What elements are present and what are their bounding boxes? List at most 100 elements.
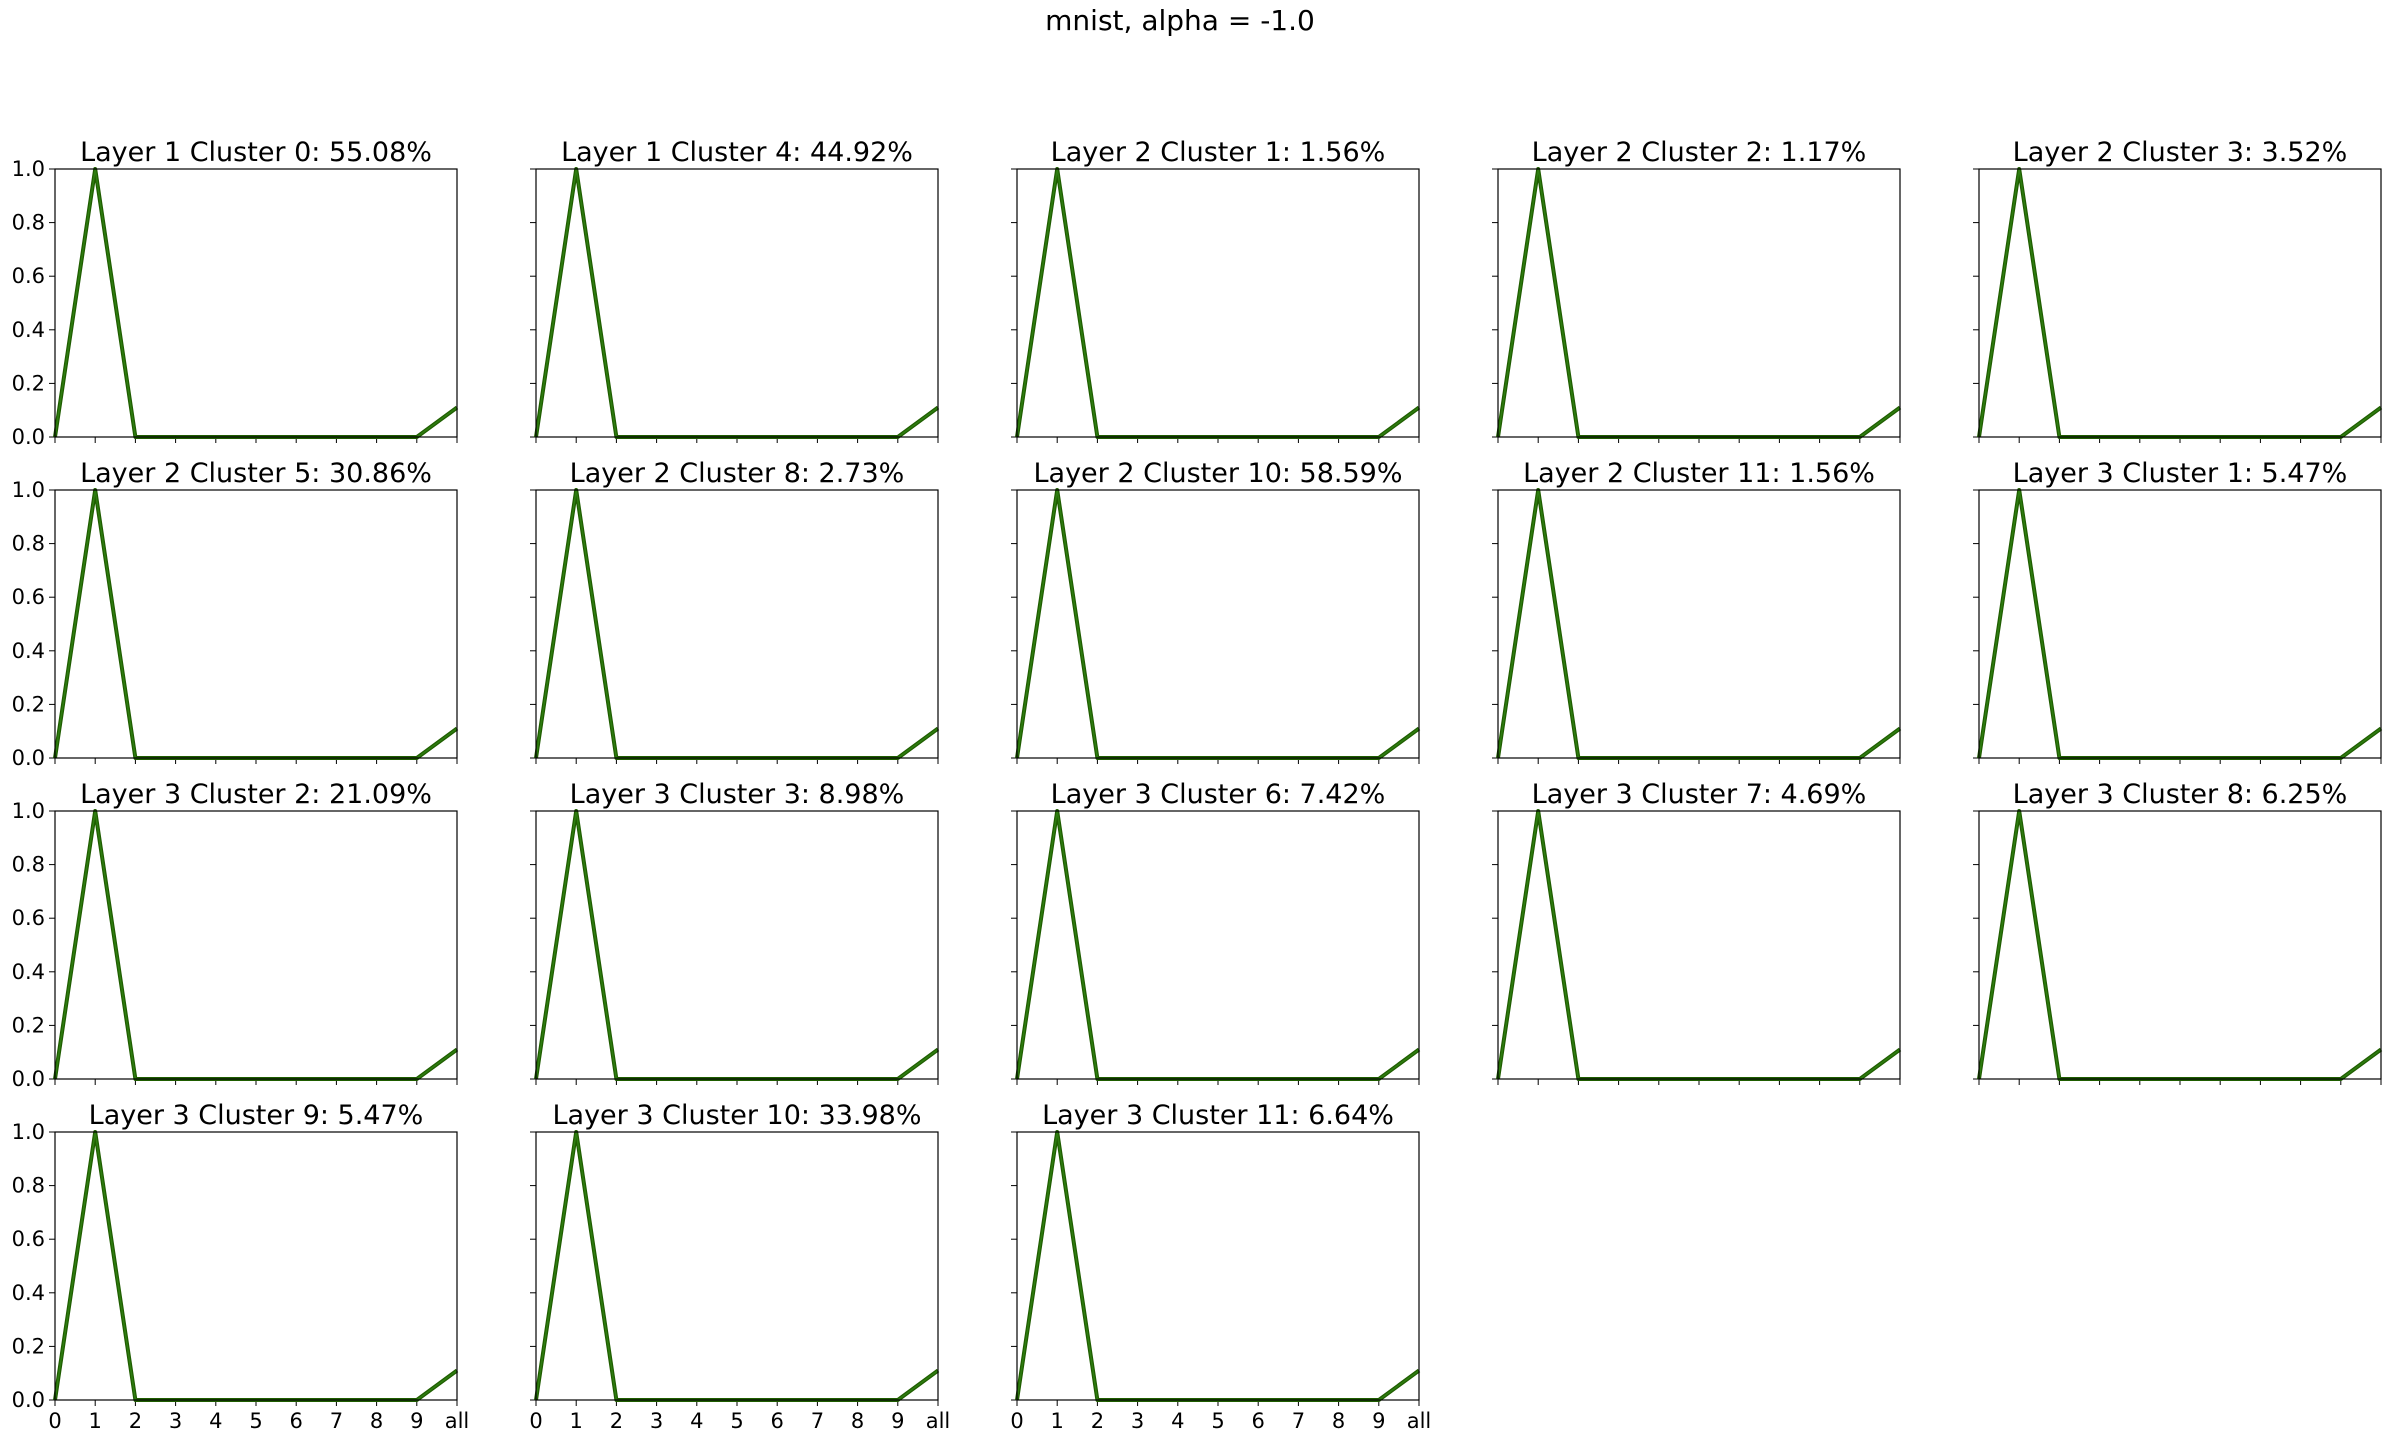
subplot-title: Layer 2 Cluster 11: 1.56% <box>1523 458 1875 489</box>
series-line-highlight <box>1016 489 1420 759</box>
subplot-title: Layer 2 Cluster 2: 1.17% <box>1532 137 1867 168</box>
subplot: Layer 3 Cluster 2: 21.09% 0.0 0.2 0.4 0.6 0.8… <box>12 779 459 1091</box>
x-tick-label: 4 <box>690 1409 703 1433</box>
y-tick-label: 1.0 <box>12 1120 45 1144</box>
series-line-highlight <box>1978 168 2382 438</box>
x-tick-label: 5 <box>249 1409 262 1433</box>
x-tick-label: 1 <box>89 1409 102 1433</box>
subplot: Layer 3 Cluster 10: 33.98% 0 1 2 3 4 5 6 7 8 9 all <box>529 1100 950 1433</box>
x-tick-label: 3 <box>650 1409 663 1433</box>
axes-frame <box>1016 168 1420 438</box>
series-line-highlight <box>535 810 939 1080</box>
subplot-title: Layer 3 Cluster 1: 5.47% <box>2013 458 2348 489</box>
x-tick-label: 7 <box>330 1409 343 1433</box>
axes-frame <box>54 489 458 759</box>
y-tick-label: 0.6 <box>12 585 45 609</box>
subplot: Layer 3 Cluster 7: 4.69% <box>1492 779 1902 1085</box>
y-tick-label: 1.0 <box>12 157 45 181</box>
subplot-title: Layer 1 Cluster 0: 55.08% <box>80 137 432 168</box>
subplot: Layer 3 Cluster 1: 5.47% <box>1973 458 2383 764</box>
subplot-title: Layer 3 Cluster 10: 33.98% <box>552 1100 921 1131</box>
subplot: Layer 3 Cluster 3: 8.98% <box>530 779 940 1085</box>
x-tick-label: 9 <box>891 1409 904 1433</box>
y-tick-label: 1.0 <box>12 478 45 502</box>
subplot-title: Layer 3 Cluster 3: 8.98% <box>570 779 905 810</box>
y-tick-label: 0.0 <box>12 425 45 449</box>
x-tick-label: 0 <box>1010 1409 1023 1433</box>
series-line-highlight <box>54 810 458 1080</box>
y-tick-label: 1.0 <box>12 799 45 823</box>
x-tick-label: 8 <box>851 1409 864 1433</box>
y-tick-label: 0.4 <box>12 1281 45 1305</box>
series-line-highlight <box>1978 489 2382 759</box>
y-tick-label: 0.0 <box>12 1388 45 1412</box>
subplot-grid: Layer 1 Cluster 0: 55.08% 0.0 0.2 0.4 0.6 0.8… <box>12 137 2383 1433</box>
subplot: Layer 2 Cluster 3: 3.52% <box>1973 137 2383 443</box>
subplot-title: Layer 3 Cluster 11: 6.64% <box>1042 1100 1394 1131</box>
series-line-highlight <box>1497 168 1901 438</box>
y-tick-label: 0.6 <box>12 264 45 288</box>
subplot-title: Layer 3 Cluster 2: 21.09% <box>80 779 432 810</box>
axes-frame <box>535 1131 939 1401</box>
y-tick-label: 0.2 <box>12 371 45 395</box>
x-tick-label: 4 <box>1171 1409 1184 1433</box>
subplot: Layer 3 Cluster 6: 7.42% <box>1011 779 1421 1085</box>
axes-frame <box>54 168 458 438</box>
subplot-title: Layer 3 Cluster 8: 6.25% <box>2013 779 2348 810</box>
subplot: Layer 1 Cluster 0: 55.08% 0.0 0.2 0.4 0.6 0.8… <box>12 137 459 449</box>
subplot: Layer 2 Cluster 8: 2.73% <box>530 458 940 764</box>
axes-frame <box>1978 489 2382 759</box>
axes-frame <box>1497 810 1901 1080</box>
x-tick-label: 7 <box>1292 1409 1305 1433</box>
y-tick-label: 0.2 <box>12 1013 45 1037</box>
subplot-title: Layer 2 Cluster 10: 58.59% <box>1033 458 1402 489</box>
y-tick-label: 0.8 <box>12 1174 45 1198</box>
x-tick-label: 9 <box>410 1409 423 1433</box>
series-line-highlight <box>54 489 458 759</box>
x-tick-label: 0 <box>48 1409 61 1433</box>
series-line-highlight <box>1016 168 1420 438</box>
x-tick-label: 0 <box>529 1409 542 1433</box>
y-tick-label: 0.0 <box>12 1067 45 1091</box>
x-tick-label: 1 <box>1051 1409 1064 1433</box>
axes-frame <box>535 168 939 438</box>
x-tick-label: 6 <box>771 1409 784 1433</box>
x-tick-label: 6 <box>1252 1409 1265 1433</box>
axes-frame <box>1016 810 1420 1080</box>
y-tick-label: 0.6 <box>12 906 45 930</box>
x-tick-label: 2 <box>129 1409 142 1433</box>
series-line-highlight <box>54 1131 458 1401</box>
y-tick-label: 0.8 <box>12 853 45 877</box>
x-tick-label: 8 <box>370 1409 383 1433</box>
series-line-highlight <box>535 168 939 438</box>
figure-suptitle: mnist, alpha = -1.0 <box>1045 4 1315 37</box>
series-line-highlight <box>54 168 458 438</box>
y-tick-label: 0.2 <box>12 692 45 716</box>
axes-frame <box>535 810 939 1080</box>
subplot-title: Layer 2 Cluster 3: 3.52% <box>2013 137 2348 168</box>
subplot: Layer 2 Cluster 11: 1.56% <box>1492 458 1902 764</box>
subplot: Layer 2 Cluster 2: 1.17% <box>1492 137 1902 443</box>
x-tick-label: 9 <box>1372 1409 1385 1433</box>
subplot-title: Layer 2 Cluster 5: 30.86% <box>80 458 432 489</box>
subplot: Layer 2 Cluster 1: 1.56% <box>1011 137 1421 443</box>
series-line-highlight <box>535 489 939 759</box>
subplot: Layer 1 Cluster 4: 44.92% <box>530 137 940 443</box>
x-tick-label: 2 <box>1091 1409 1104 1433</box>
y-tick-label: 0.2 <box>12 1334 45 1358</box>
y-tick-label: 0.8 <box>12 532 45 556</box>
subplot-title: Layer 3 Cluster 9: 5.47% <box>89 1100 424 1131</box>
axes-frame <box>1016 1131 1420 1401</box>
series-line-highlight <box>1497 489 1901 759</box>
x-tick-label: 3 <box>1131 1409 1144 1433</box>
y-tick-label: 0.8 <box>12 211 45 235</box>
series-line-highlight <box>535 1131 939 1401</box>
axes-frame <box>1016 489 1420 759</box>
x-tick-label: 7 <box>811 1409 824 1433</box>
y-tick-label: 0.4 <box>12 318 45 342</box>
axes-frame <box>54 1131 458 1401</box>
x-tick-label: 8 <box>1332 1409 1345 1433</box>
x-tick-label: 6 <box>290 1409 303 1433</box>
y-tick-label: 0.4 <box>12 960 45 984</box>
